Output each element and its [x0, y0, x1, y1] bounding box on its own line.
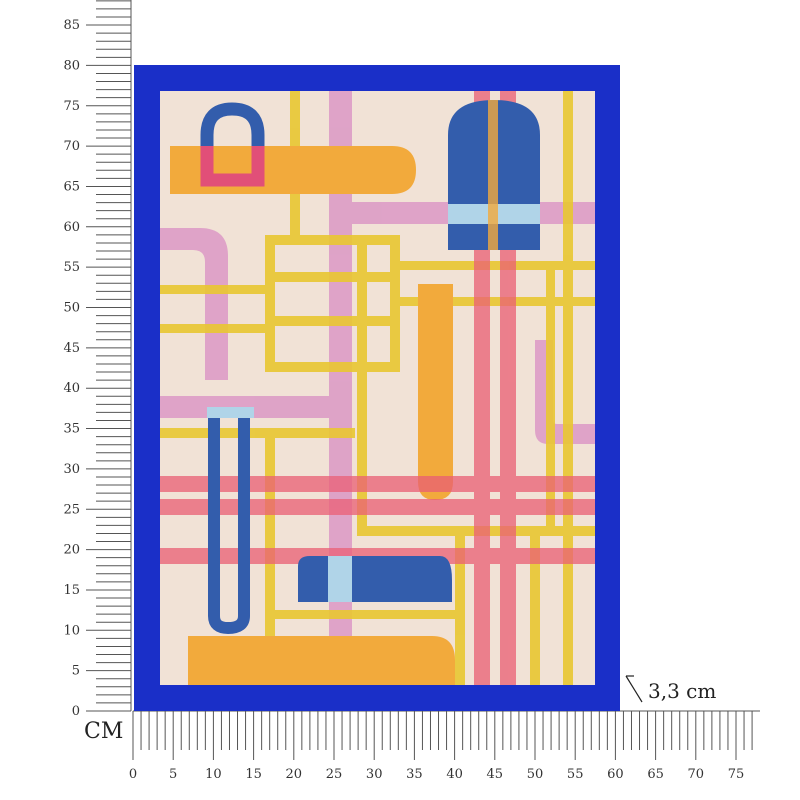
horizontal-ruler-label: 0	[129, 767, 137, 782]
horizontal-ruler-label: 45	[487, 767, 504, 782]
vertical-ruler-label: 40	[63, 381, 80, 396]
vertical-ruler-label: 0	[72, 704, 80, 719]
vertical-ruler-label: 75	[63, 99, 80, 114]
vertical-ruler-label: 10	[63, 623, 80, 638]
horizontal-ruler-label: 5	[169, 767, 177, 782]
vertical-ruler-label: 25	[63, 502, 80, 517]
horizontal-ruler-label: 20	[286, 767, 303, 782]
depth-dimension: 3,3 cm	[625, 675, 716, 703]
vertical-ruler-label: 50	[63, 301, 80, 316]
horizontal-ruler-label: 65	[647, 767, 664, 782]
vertical-ruler-label: 45	[63, 341, 80, 356]
vertical-ruler-label: 85	[63, 18, 80, 33]
vertical-ruler: 0 5 10 15 20 25 30 35 40 45 50 55 60 65 70 75 80 85	[63, 0, 132, 719]
horizontal-ruler-label: 50	[527, 767, 544, 782]
horizontal-ruler-label: 55	[567, 767, 584, 782]
horizontal-ruler-label: 25	[326, 767, 343, 782]
vertical-ruler-label: 30	[63, 462, 80, 477]
vertical-ruler-label: 65	[63, 179, 80, 194]
artwork	[134, 65, 620, 711]
horizontal-ruler-label: 40	[446, 767, 463, 782]
unit-label: CM	[84, 719, 123, 744]
vertical-ruler-label: 5	[72, 664, 80, 679]
horizontal-ruler-label: 30	[366, 767, 383, 782]
horizontal-ruler-label: 10	[205, 767, 222, 782]
depth-label: 3,3 cm	[648, 679, 716, 703]
vertical-ruler-label: 60	[63, 220, 80, 235]
vertical-ruler-label: 35	[63, 422, 80, 437]
horizontal-ruler-label: 60	[607, 767, 624, 782]
horizontal-ruler-label: 75	[728, 767, 745, 782]
vertical-ruler-label: 20	[63, 543, 80, 558]
horizontal-ruler: 0 5 10 15 20 25 30 35 40 45 50 55 60 65 70 75	[129, 710, 760, 782]
orange-shapes	[170, 146, 455, 685]
horizontal-ruler-label: 70	[688, 767, 705, 782]
vertical-ruler-label: 55	[63, 260, 80, 275]
horizontal-ruler-label: 35	[406, 767, 423, 782]
horizontal-ruler-label: 15	[245, 767, 262, 782]
vertical-ruler-label: 80	[63, 58, 80, 73]
vertical-ruler-label: 70	[63, 139, 80, 154]
blue-shapes	[200, 100, 540, 635]
vertical-ruler-label: 15	[63, 583, 80, 598]
